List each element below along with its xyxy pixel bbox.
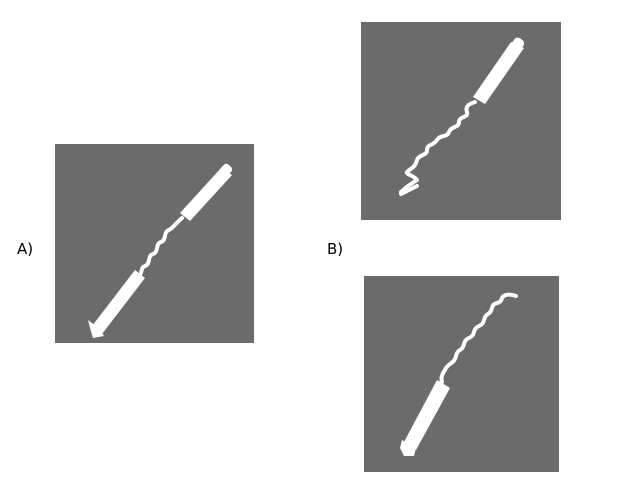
label-b: B) [327,240,344,258]
panel-a-lower-rod-end [88,320,104,338]
panel-b-bottom-rod-end [400,440,416,456]
panel-b-bottom [364,276,559,472]
panel-a [55,144,254,343]
panel-a-spring [137,216,184,278]
panel-b-top-figure [399,37,525,196]
panel-b-bottom-figure [400,292,518,456]
panel-a-upper-rod [180,167,232,221]
panel-a-lower-rod [92,270,145,334]
panel-b-top-rod-cap [509,37,525,54]
panel-a-upper-rod-cap [217,163,233,179]
label-a: A) [17,240,34,258]
panel-b-bottom-spring [439,292,518,384]
panel-b-top [361,22,561,220]
panel-b-top-spring [399,100,477,194]
panel-a-figure [88,163,233,338]
panel-b-bottom-rod [404,380,450,450]
panel-b-top-spring-tail [399,184,419,196]
panel-b-top-rod [473,42,524,104]
